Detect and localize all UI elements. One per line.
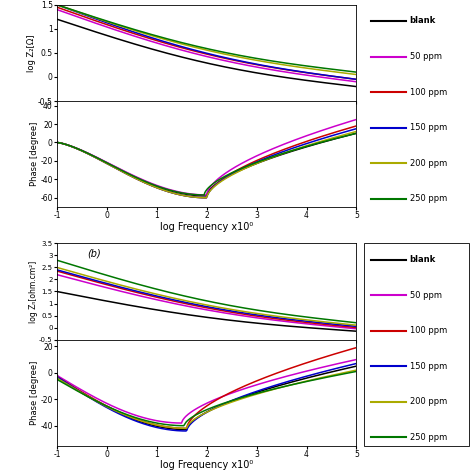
Y-axis label: Phase [degree]: Phase [degree]	[30, 360, 39, 425]
X-axis label: log Frequency x10⁰: log Frequency x10⁰	[160, 221, 253, 231]
Text: 250 ppm: 250 ppm	[410, 194, 447, 203]
Text: 50 ppm: 50 ppm	[410, 52, 442, 61]
Text: 250 ppm: 250 ppm	[410, 433, 447, 442]
FancyBboxPatch shape	[365, 243, 469, 446]
Text: 100 ppm: 100 ppm	[410, 326, 447, 335]
Text: 150 ppm: 150 ppm	[410, 362, 447, 371]
Text: 50 ppm: 50 ppm	[410, 291, 442, 300]
Text: 150 ppm: 150 ppm	[410, 123, 447, 132]
Text: blank: blank	[410, 17, 436, 26]
Text: (b): (b)	[87, 248, 100, 258]
Y-axis label: Phase [degree]: Phase [degree]	[30, 122, 39, 186]
Text: blank: blank	[410, 255, 436, 264]
Text: 200 ppm: 200 ppm	[410, 159, 447, 168]
Text: 100 ppm: 100 ppm	[410, 88, 447, 97]
Y-axis label: log Z₂[Ω]: log Z₂[Ω]	[27, 34, 36, 72]
X-axis label: log Frequency x10⁰: log Frequency x10⁰	[160, 460, 253, 470]
Y-axis label: log Zₙ[ohm.cm²]: log Zₙ[ohm.cm²]	[29, 260, 38, 323]
Text: 200 ppm: 200 ppm	[410, 397, 447, 406]
